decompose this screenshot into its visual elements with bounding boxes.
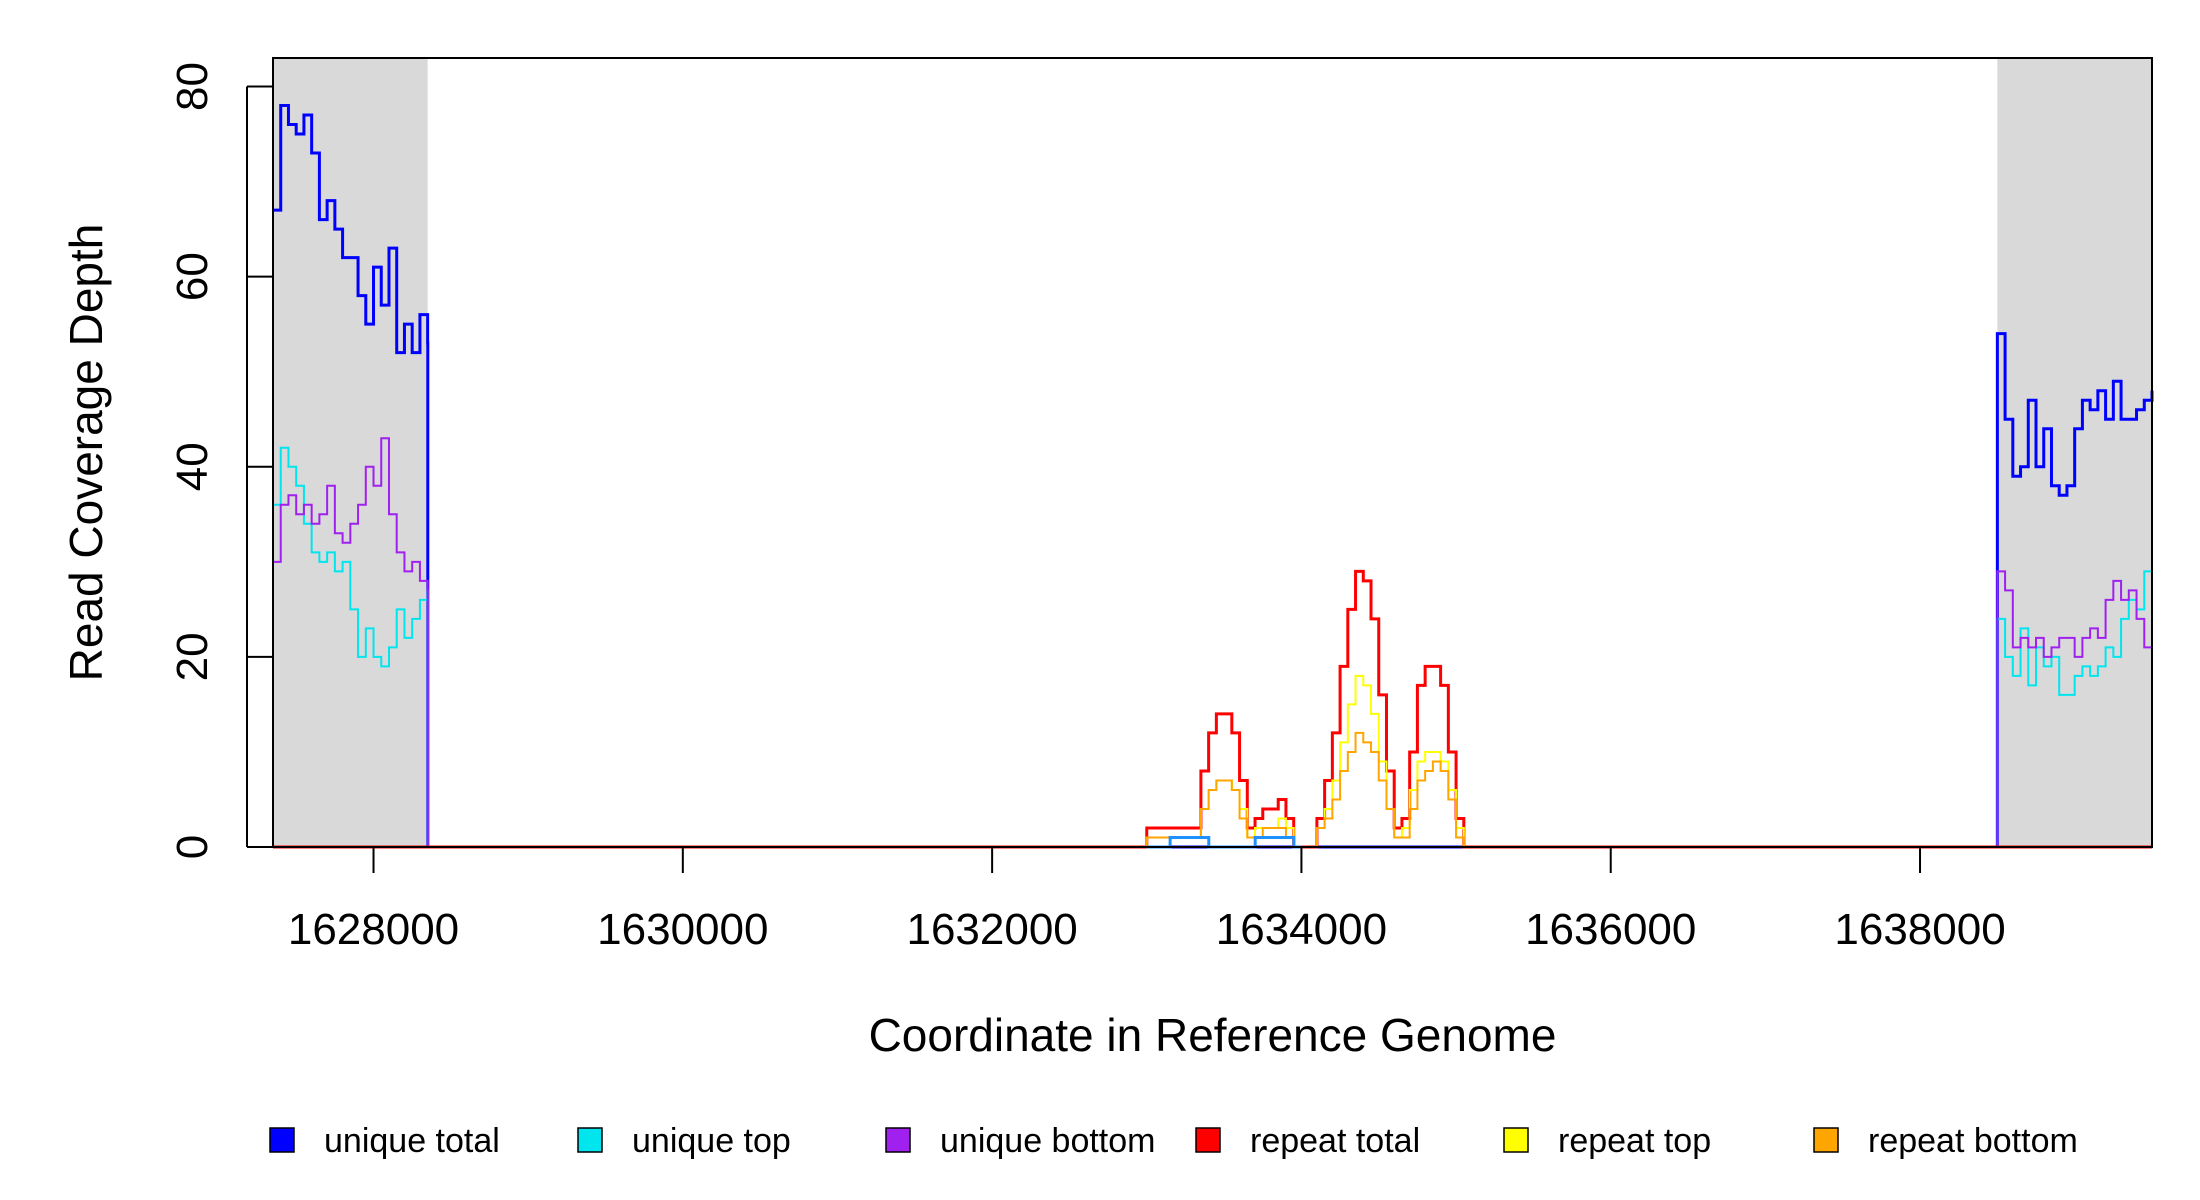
legend-item-repeat-top: repeat top — [1503, 1122, 1711, 1160]
legend-swatch — [1813, 1127, 1839, 1153]
x-axis-label: Coordinate in Reference Genome — [869, 1009, 1557, 1061]
x-tick-label: 1634000 — [1216, 905, 1387, 954]
y-tick-label: 60 — [168, 252, 217, 301]
series-line-unique-total — [273, 104, 2154, 849]
legend-swatch — [1195, 1127, 1221, 1153]
legend-label: repeat total — [1250, 1122, 1420, 1160]
legend: unique total unique top unique bottom repea… — [269, 1122, 2078, 1160]
legend-swatch — [1503, 1127, 1529, 1153]
x-tick-label: 1636000 — [1525, 905, 1696, 954]
legend-label: repeat bottom — [1868, 1122, 2078, 1160]
y-tick-label: 0 — [168, 835, 217, 859]
y-tick-label: 40 — [168, 442, 217, 491]
legend-item-unique-top: unique top — [577, 1122, 791, 1160]
series-line-repeat-top — [273, 674, 2152, 848]
series-line-repeat-bottom — [273, 731, 2152, 848]
series-line-repeat-total — [273, 569, 2152, 849]
x-axis: 1628000 1630000 1632000 1634000 1636000 16380… — [288, 846, 2006, 954]
legend-swatch — [885, 1127, 911, 1153]
legend-label: unique top — [632, 1122, 791, 1160]
x-tick-label: 1628000 — [288, 905, 459, 954]
y-tick-label: 20 — [168, 632, 217, 681]
x-tick-label: 1630000 — [597, 905, 768, 954]
x-tick-label: 1632000 — [906, 905, 1077, 954]
x-tick-label: 1638000 — [1834, 905, 2005, 954]
legend-swatch — [269, 1127, 295, 1153]
y-axis-label: Read Coverage Depth — [60, 224, 112, 682]
legend-item-repeat-bottom: repeat bottom — [1813, 1122, 2078, 1160]
legend-label: repeat top — [1558, 1122, 1711, 1160]
shaded-regions — [273, 58, 2152, 847]
y-tick-label: 80 — [168, 62, 217, 111]
legend-item-unique-total: unique total — [269, 1122, 500, 1160]
series-line-unique-top — [273, 446, 2153, 848]
legend-label: unique total — [324, 1122, 500, 1160]
y-axis: 0 20 40 60 80 — [168, 62, 273, 859]
series-lines — [273, 104, 2154, 849]
series-line-unique-bottom — [273, 437, 2153, 848]
legend-label: unique bottom — [940, 1122, 1156, 1160]
legend-item-unique-bottom: unique bottom — [885, 1122, 1156, 1160]
legend-item-repeat-total: repeat total — [1195, 1122, 1420, 1160]
plot-frame — [272, 57, 2153, 848]
shaded-region-1 — [273, 58, 428, 847]
legend-swatch — [577, 1127, 603, 1153]
